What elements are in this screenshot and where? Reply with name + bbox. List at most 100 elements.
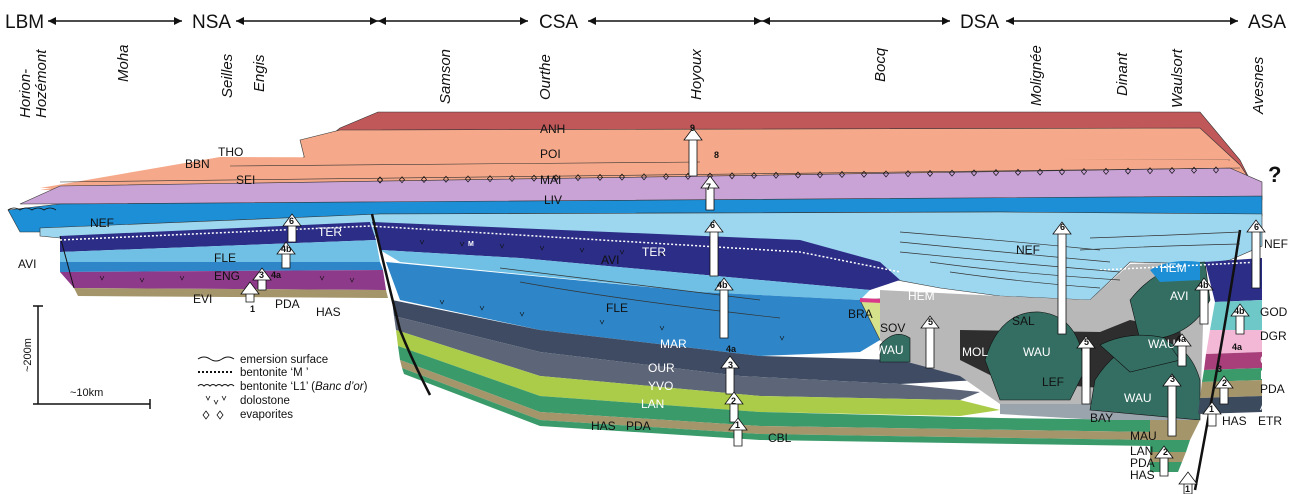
region-nsa: NSA [192,12,231,33]
evaporite-diamond [1037,168,1043,176]
layer-lan [398,346,1150,432]
label-bbn: BBN [185,157,210,171]
evaporite-diamond [883,170,889,178]
nsa-eng [60,270,386,290]
hem-dsa [1150,261,1200,282]
label-liv: LIV [544,193,562,207]
label-cgr: CGR [1260,353,1287,367]
locality-waulsort: Waulsort [1169,48,1186,108]
seq-2-csa: 2 [731,396,736,406]
evaporite-diamond [861,170,867,178]
seq-8: 8 [714,150,719,160]
legend-emersion-symbol [197,356,235,362]
label-fle-nsa: FLE [214,251,236,265]
label-nef-asa: NEF [1264,237,1288,251]
evaporite-diamond [1147,167,1153,175]
evaporite-diamond [531,174,537,182]
nsa-evi [74,288,388,298]
bentonite-m-line [59,225,1261,273]
evaporite-diamond [465,175,471,183]
evaporite-diamond [1059,168,1065,176]
legend-bentonite-l1-symbol [197,384,235,387]
seq-6-nsa: 6 [289,216,294,226]
layer-yvo [396,330,1000,416]
csa-ter [372,222,900,290]
label-sal: SAL [1012,314,1035,328]
label-god: GOD [1260,305,1288,319]
seq-arrow-6-dsa [1052,221,1072,335]
evaporite-diamond [795,171,801,179]
label-ter-csa: TER [642,245,666,259]
seq-9: 9 [690,123,695,133]
seq-4b-nsa: 4b [281,244,292,254]
seq-5-csa: 5 [928,317,933,327]
seq-4b-asa: 4b [1234,306,1245,316]
evaporite-diamond [377,176,383,184]
label-wau-3: WAU [1148,337,1176,351]
layer-pda [400,360,1150,440]
evaporite-diamond [663,173,669,181]
label-mai: MAI [540,173,561,187]
label-eng: ENG [214,269,240,283]
seq-arrow-3-dsa [1162,373,1182,437]
seq-4b-csa: 4b [717,280,728,290]
legend-emersion-text: emersion surface [240,354,328,366]
locality-hoyoux: Hoyoux [688,49,705,100]
evaporite-diamond [927,169,933,177]
seq-4b-dsa: 4b [1198,280,1209,290]
asa-ter [1205,258,1262,302]
seq-arrow-2-nsa [252,267,272,291]
unit-labels: ANH POI MAI SEI THO BBN LIV NEF TER FLE … [18,122,1288,482]
legend: emersion surface bentonite ‘M ’ bentonit… [197,354,368,421]
evaporite-diamond [443,175,449,183]
evaporite-diamond [597,173,603,181]
label-pda-dsa: PDA [1130,456,1155,470]
locality-samson: Samson [437,49,454,104]
seq-arrow-1-csa [728,417,748,447]
label-ter-nsa: TER [318,225,342,239]
seq-arrow-4b-csa [714,277,734,339]
label-mau: MAU [1130,429,1157,443]
evaporite-diamond [1169,166,1175,175]
locality-seilles: Seilles [219,53,236,98]
label-wau-1: WAU [876,343,904,357]
evaporite-diamond [905,170,911,178]
evaporite-diamond [1015,168,1021,176]
locality-ourthe: Ourthe [537,54,554,100]
seq-7: 7 [706,182,711,192]
evaporite-diamond [421,175,427,184]
label-has-dsa: HAS [1130,468,1155,482]
locality-hozemont: Hozémont [33,49,50,118]
seq-4a-dsa: 4a [1176,334,1187,344]
legend-bentonite-l1-text: bentonite ‘L1’ (Banc d’or) [240,381,368,393]
seq-arrow-4b-dsa [1194,277,1214,325]
label-has-asa: HAS [1222,414,1247,428]
nsa-fle [60,262,383,272]
label-lan-dsa: LAN [1130,444,1153,458]
locality-molignee: Molignée [1028,45,1045,106]
vertical-scale-label: ~200m [22,338,34,372]
label-m-marker: M [468,241,474,248]
seq-3-csa: 3 [728,360,733,370]
label-lan-csa: LAN [641,397,664,411]
label-mar: MAR [660,337,687,351]
evaporite-diamond [509,174,515,182]
label-etr: ETR [1258,414,1282,428]
seq-arrow-5-csa [920,315,940,369]
wau-mound-4 [1099,334,1181,373]
region-asa: ASA [1248,12,1286,33]
locality-horion: Horion- [17,69,34,118]
evaporite-diamond [641,173,647,181]
seq-3-nsa: 3 [259,270,264,280]
seq-arrow-1-nsa [240,281,260,303]
label-mol: MOL [962,345,988,359]
fault-nsa-csa [370,213,432,396]
evaporite-diamond [729,172,735,180]
seq-arrow-1-dsa [1178,471,1198,494]
seq-arrow-7 [700,175,720,211]
label-bay: BAY [1090,411,1113,425]
label-wau-4: WAU [1124,391,1152,405]
label-lef: LEF [1042,375,1064,389]
seq-2-asa: 2 [1222,378,1227,388]
csa-avi [380,250,870,300]
